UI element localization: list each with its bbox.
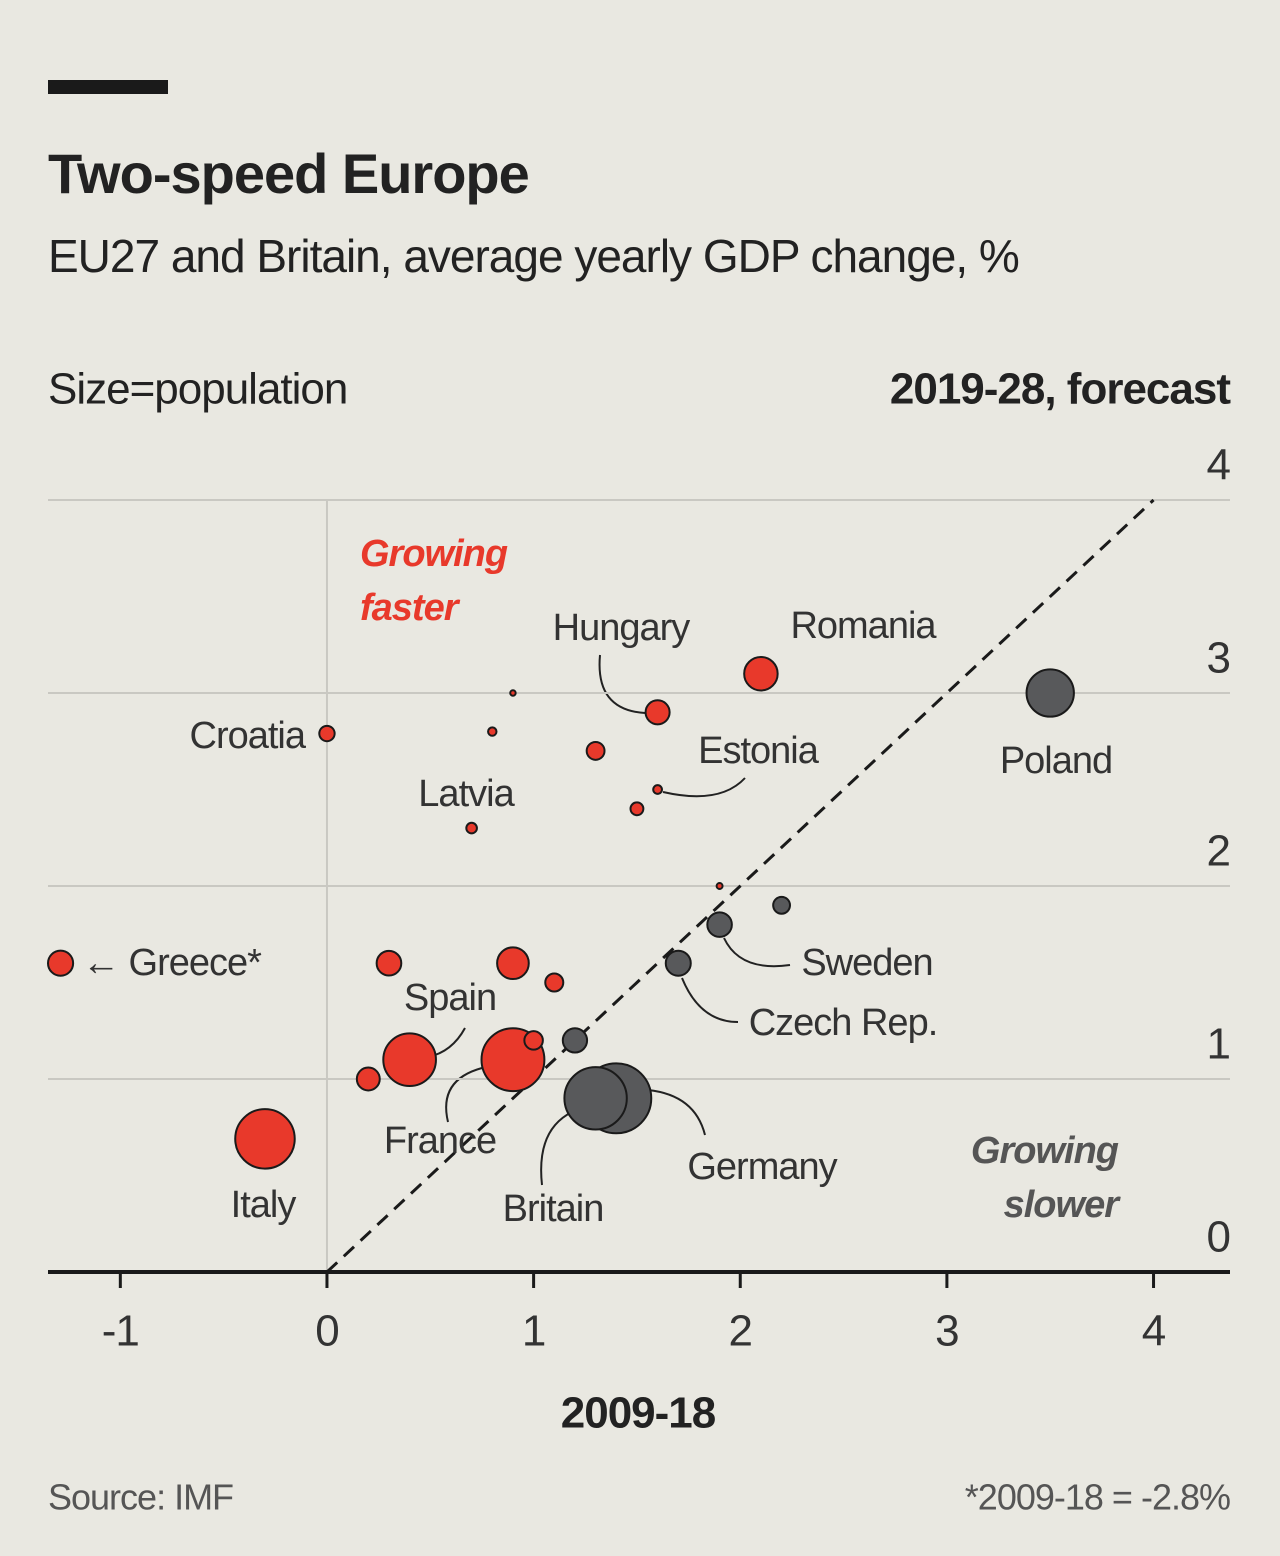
bubble bbox=[563, 1066, 628, 1131]
x-tick-label: -1 bbox=[102, 1307, 139, 1356]
x-tick-label: 0 bbox=[315, 1307, 338, 1356]
point-label: Croatia bbox=[190, 715, 307, 757]
bubble bbox=[772, 895, 791, 915]
leader-line bbox=[540, 1111, 573, 1186]
bubble bbox=[1025, 668, 1075, 718]
bubble bbox=[375, 949, 403, 977]
chart-title: Two-speed Europe bbox=[48, 142, 529, 205]
point-label: Estonia bbox=[698, 730, 820, 772]
bubbles bbox=[47, 655, 1075, 1170]
point-label: Britain bbox=[503, 1188, 604, 1230]
bubble bbox=[47, 949, 75, 977]
bubble bbox=[561, 1027, 589, 1054]
bubble bbox=[585, 740, 606, 761]
size-note: Size=population bbox=[48, 365, 347, 414]
bubble bbox=[509, 689, 517, 697]
bubble bbox=[382, 1032, 437, 1088]
point-label: Germany bbox=[687, 1146, 837, 1188]
labels: 0 1 2 3 4 -1 0 1 2 3 4 Italy Croatia Latvia Hungary Rom… bbox=[82, 441, 1232, 1356]
point-label: Sweden bbox=[801, 942, 932, 984]
leader-line bbox=[647, 1089, 706, 1136]
bubble bbox=[465, 821, 478, 835]
y-tick-label: 0 bbox=[1207, 1213, 1230, 1262]
y-tick-label: 2 bbox=[1207, 827, 1230, 876]
bubble bbox=[523, 1030, 544, 1051]
bubble bbox=[743, 655, 779, 692]
annotation: Growing bbox=[360, 533, 508, 575]
annotation: Growing bbox=[971, 1130, 1119, 1172]
point-label: ← Greece* bbox=[82, 942, 262, 984]
bubble bbox=[487, 726, 498, 737]
y-axis-label: 2019-28, forecast bbox=[890, 365, 1231, 414]
bubble bbox=[544, 972, 565, 993]
annotation: slower bbox=[1004, 1184, 1122, 1226]
footnote: *2009-18 = -2.8% bbox=[965, 1477, 1230, 1518]
point-label: Czech Rep. bbox=[749, 1002, 938, 1044]
annotation: faster bbox=[360, 587, 461, 629]
chart-subtitle: EU27 and Britain, average yearly GDP cha… bbox=[48, 230, 1019, 282]
bubble bbox=[355, 1066, 381, 1092]
leader-line bbox=[598, 654, 646, 714]
y-tick-label: 4 bbox=[1207, 441, 1231, 490]
leader-lines bbox=[427, 654, 791, 1186]
x-tick-label: 4 bbox=[1142, 1307, 1166, 1356]
x-tick-label: 3 bbox=[935, 1307, 958, 1356]
bubble bbox=[644, 699, 671, 726]
point-label: Spain bbox=[404, 977, 496, 1019]
bubble bbox=[629, 801, 645, 817]
bubble bbox=[496, 946, 530, 981]
point-label: Romania bbox=[790, 605, 937, 647]
bubble bbox=[318, 724, 336, 743]
annotation-slower: Growing slower bbox=[971, 1130, 1122, 1226]
leader-line bbox=[723, 937, 791, 968]
bubble bbox=[715, 882, 724, 890]
x-tick-label: 2 bbox=[729, 1307, 752, 1356]
x-axis-label: 2009-18 bbox=[561, 1389, 716, 1438]
y-tick-label: 1 bbox=[1207, 1020, 1230, 1069]
parity-line bbox=[325, 498, 1155, 1274]
leader-line bbox=[445, 1067, 483, 1123]
point-label: Poland bbox=[1000, 740, 1112, 782]
point-label: Hungary bbox=[553, 607, 691, 649]
annotation-faster: Growing faster bbox=[360, 533, 509, 629]
point-label: Italy bbox=[231, 1184, 297, 1226]
bubble bbox=[664, 949, 692, 977]
point-label: Latvia bbox=[418, 773, 515, 815]
bubble bbox=[652, 784, 663, 795]
y-tick-label: 3 bbox=[1207, 634, 1230, 683]
header-bar bbox=[48, 80, 168, 94]
x-tick-label: 1 bbox=[522, 1307, 545, 1356]
bubble bbox=[234, 1108, 296, 1170]
point-label: France bbox=[384, 1120, 496, 1162]
leader-line bbox=[681, 977, 739, 1023]
leader-line bbox=[662, 777, 746, 798]
source: Source: IMF bbox=[48, 1477, 233, 1518]
bubble bbox=[706, 911, 733, 938]
